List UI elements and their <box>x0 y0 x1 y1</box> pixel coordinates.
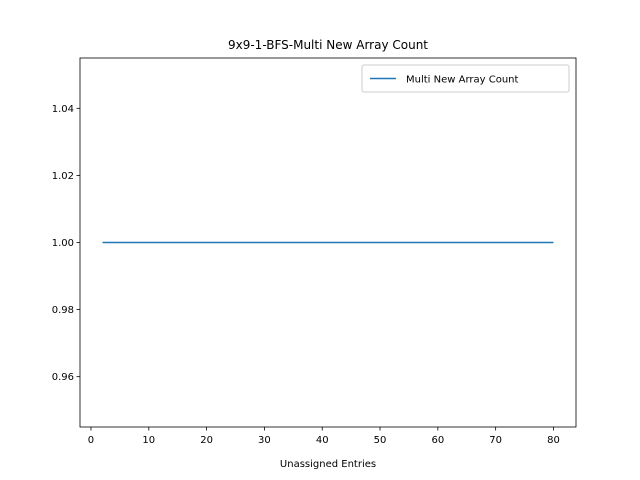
x-tick-label: 0 <box>88 435 94 446</box>
x-tick-label: 60 <box>431 435 444 446</box>
x-tick-label: 50 <box>374 435 387 446</box>
chart-title: 9x9-1-BFS-Multi New Array Count <box>228 38 428 52</box>
x-axis-label: Unassigned Entries <box>280 459 376 470</box>
y-tick-label: 1.02 <box>52 171 74 182</box>
axis-ticks: 0 10 20 30 40 50 60 70 80 0.96 0.98 1.00 1.02 1.04 <box>52 104 560 446</box>
y-tick-label: 0.96 <box>52 372 74 383</box>
x-tick-label: 30 <box>258 435 271 446</box>
x-tick-label: 20 <box>200 435 213 446</box>
x-tick-label: 40 <box>316 435 329 446</box>
x-tick-label: 70 <box>489 435 502 446</box>
legend-label: Multi New Array Count <box>406 75 519 86</box>
legend: Multi New Array Count <box>361 64 570 93</box>
x-tick-label: 10 <box>142 435 155 446</box>
y-tick-label: 0.98 <box>52 305 74 316</box>
legend-box <box>361 64 570 93</box>
y-tick-label: 1.00 <box>52 238 74 249</box>
x-tick-label: 80 <box>547 435 560 446</box>
y-tick-label: 1.04 <box>52 104 74 115</box>
